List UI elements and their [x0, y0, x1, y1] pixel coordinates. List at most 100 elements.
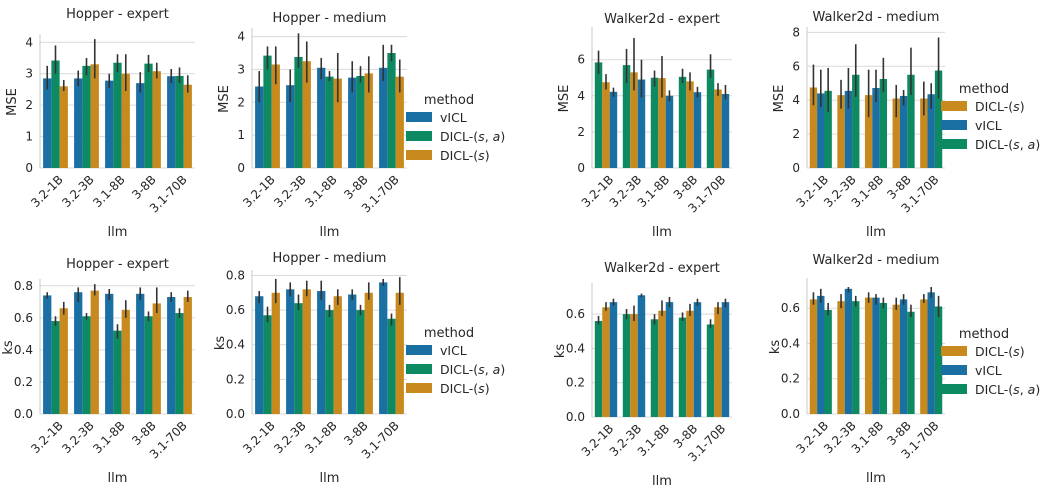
bar-dicls-1 — [90, 290, 99, 414]
bar-vicl-3 — [693, 92, 702, 168]
bar-dicls-2 — [658, 310, 666, 417]
legend-swatch — [406, 364, 432, 374]
legend-swatch — [406, 131, 432, 141]
legend-label: DICL-(s) — [975, 99, 1025, 114]
bar-dicls-1 — [302, 289, 311, 414]
bar-diclsa-3 — [356, 76, 365, 168]
x-tick-label: 3.1-8B — [302, 172, 340, 210]
legend-2: method DICL-(s) vICL DICL-(s, a) — [941, 82, 1040, 152]
bar-vicl-3 — [693, 302, 702, 417]
bar-vicl-0 — [817, 295, 825, 414]
legend-4: method DICL-(s) vICL DICL-(s, a) — [941, 327, 1040, 397]
chart-title: Hopper - expert — [66, 257, 169, 272]
bar-vicl-3 — [899, 299, 908, 414]
legend-label: vICL — [440, 343, 467, 358]
y-tick-label: 0.4 — [14, 343, 33, 357]
bar-dicls-3 — [152, 71, 161, 168]
legend-label: DICL-(s, a) — [440, 129, 505, 144]
y-tick-label: 0.0 — [566, 410, 585, 424]
x-axis-label: llm — [108, 471, 128, 486]
bar-dicls-4 — [920, 98, 928, 168]
y-tick-label: 0 — [25, 161, 33, 175]
legend-title: method — [959, 327, 1009, 342]
bar-vicl-2 — [872, 297, 880, 414]
bar-diclsa-0 — [594, 321, 603, 417]
bar-diclsa-1 — [852, 301, 860, 414]
bar-vicl-1 — [74, 292, 83, 414]
bar-diclsa-1 — [294, 56, 303, 168]
bar-vicl-0 — [255, 86, 264, 168]
y-tick-label: 0.4 — [566, 341, 585, 355]
y-axis-label: MSE — [557, 85, 572, 113]
bar-vicl-1 — [637, 295, 646, 417]
y-tick-label: 0.6 — [566, 307, 585, 321]
x-axis-label: llm — [866, 225, 886, 240]
bar-vicl-2 — [665, 302, 674, 417]
bar-dicls-0 — [271, 64, 280, 168]
bar-vicl-2 — [872, 87, 880, 168]
y-tick-label: 6 — [577, 53, 585, 67]
y-tick-label: 2 — [237, 95, 245, 109]
y-tick-label: 0.8 — [226, 268, 245, 282]
bar-vicl-3 — [899, 95, 908, 168]
bar-dicls-4 — [714, 89, 722, 168]
bar-dicls-3 — [152, 303, 161, 414]
bar-diclsa-4 — [934, 70, 943, 168]
legend-title: method — [424, 326, 474, 341]
legend-title: method — [959, 82, 1009, 97]
bar-diclsa-1 — [622, 65, 631, 168]
bar-diclsa-4 — [387, 53, 396, 168]
bar-vicl-1 — [844, 90, 853, 168]
x-axis-label: llm — [320, 225, 340, 240]
bar-vicl-4 — [167, 297, 176, 414]
y-tick-label: 0.2 — [566, 376, 585, 390]
y-tick-label: 4 — [25, 35, 33, 49]
x-tick-label: 3.1-8B — [635, 172, 673, 210]
bar-dicls-2 — [333, 296, 342, 414]
legend-swatch — [941, 365, 967, 375]
bar-dicls-2 — [333, 78, 342, 168]
bar-diclsa-2 — [325, 310, 334, 414]
chart-title: Hopper - medium — [273, 11, 387, 26]
y-tick-label: 0.8 — [14, 279, 33, 293]
chart-title: Hopper - expert — [66, 7, 169, 22]
bar-diclsa-4 — [175, 313, 184, 414]
bar-diclsa-3 — [356, 310, 365, 414]
chart-panel-7: 0.00.20.40.63.2-1B3.2-3B3.1-8B3-8B3.1-70… — [553, 261, 732, 488]
bar-dicls-0 — [809, 299, 818, 414]
y-tick-label: 4 — [792, 93, 800, 107]
bar-dicls-2 — [864, 95, 873, 168]
bar-diclsa-2 — [650, 77, 659, 168]
bar-dicls-4 — [920, 299, 928, 414]
bar-diclsa-4 — [387, 318, 396, 414]
chart-title: Walker2d - medium — [813, 10, 940, 25]
bar-diclsa-2 — [879, 79, 888, 168]
bar-vicl-4 — [379, 67, 388, 168]
y-tick-label: 0.4 — [781, 336, 800, 350]
bar-diclsa-0 — [263, 55, 272, 168]
bar-vicl-2 — [105, 80, 114, 168]
bar-dicls-1 — [630, 314, 638, 417]
bar-dicls-3 — [686, 310, 694, 417]
y-tick-label: 0.2 — [781, 372, 800, 386]
bar-vicl-4 — [927, 292, 935, 414]
bar-diclsa-3 — [907, 311, 915, 414]
bar-dicls-2 — [658, 78, 666, 168]
legend-label: vICL — [975, 363, 1002, 378]
x-tick-label: 3.2-3B — [59, 418, 97, 456]
bar-dicls-3 — [364, 73, 373, 168]
y-tick-label: 0 — [237, 161, 245, 175]
bar-diclsa-2 — [650, 319, 659, 417]
bar-dicls-0 — [602, 82, 610, 168]
bar-vicl-0 — [43, 295, 52, 414]
bar-dicls-0 — [809, 87, 818, 168]
bar-dicls-3 — [892, 304, 900, 414]
y-tick-label: 1 — [237, 128, 245, 142]
y-tick-label: 4 — [237, 30, 245, 44]
y-axis-label: MSE — [5, 88, 20, 116]
legend-3: method vICL DICL-(s, a) DICL-(s) — [406, 326, 505, 396]
legend-swatch — [406, 383, 432, 393]
bar-vicl-4 — [721, 302, 730, 417]
